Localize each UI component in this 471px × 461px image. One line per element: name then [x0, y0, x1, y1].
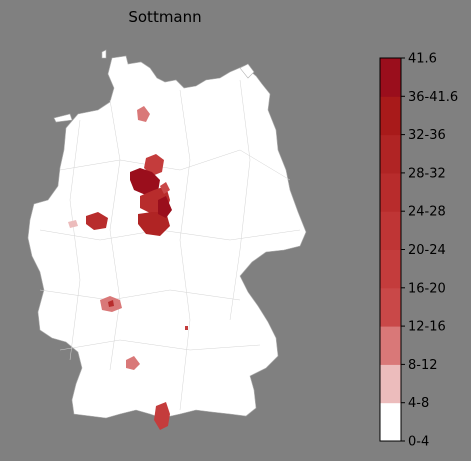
colorbar-tick-label: 12-16 — [408, 320, 446, 335]
region-south-west — [126, 356, 140, 370]
colorbar-bin-2 — [380, 326, 401, 365]
district-borders — [39, 79, 301, 411]
colorbar-tick-label: 28-32 — [408, 166, 446, 181]
colorbar-tick-label: 20-24 — [408, 243, 446, 258]
region-central-east-dark — [158, 196, 172, 218]
colorbar-tick-label: 0-4 — [408, 435, 429, 450]
region-south-alps — [154, 402, 170, 430]
colorbar-bin-6 — [380, 172, 401, 212]
colorbar-bin-9 — [380, 58, 401, 97]
colorbar-tick-label: 41.6 — [408, 52, 437, 67]
region-north-hamburg-area — [137, 106, 150, 122]
region-central-darkest — [130, 168, 160, 196]
region-east-dot — [185, 326, 188, 330]
region-central-small — [160, 182, 170, 194]
germany-land — [27, 55, 307, 419]
colorbar-bin-1 — [380, 364, 401, 404]
map-title: Sottmann — [128, 8, 202, 26]
colorbar-tick-label: 16-20 — [408, 281, 446, 296]
colorbar-bin-8 — [380, 96, 401, 136]
north-islands — [53, 49, 255, 123]
colorbar-bin-7 — [380, 134, 401, 174]
region-central-north-block — [144, 154, 164, 176]
region-central-south-block — [138, 212, 170, 236]
region-west-ruhr — [86, 212, 108, 230]
colorbar-bin-3 — [380, 287, 401, 327]
colorbar-bin-0 — [380, 402, 401, 442]
colorbar-tick-label: 8-12 — [408, 358, 438, 373]
colorbar-tick-label: 4-8 — [408, 396, 429, 411]
colorbar-tick-label: 32-36 — [408, 128, 446, 143]
region-west-small — [68, 220, 78, 228]
colorbar-tick-label: 36-41.6 — [408, 90, 458, 105]
colorbar-bin-5 — [380, 211, 401, 250]
colorbar-bin-4 — [380, 249, 401, 289]
colorbar-tick-label: 24-28 — [408, 205, 446, 220]
region-rhine-main-dark — [108, 300, 114, 307]
